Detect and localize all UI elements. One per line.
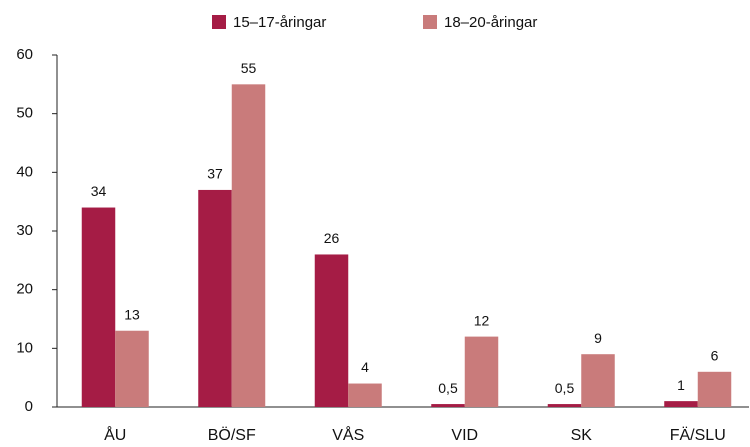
bar: [547, 404, 582, 407]
value-label: 0,5: [555, 380, 575, 396]
value-label: 13: [124, 306, 140, 322]
x-tick-label: BÖ/SF: [208, 426, 256, 444]
value-label: 12: [474, 312, 490, 328]
value-label: 26: [324, 230, 340, 246]
legend-swatch: [212, 15, 226, 29]
y-tick-label: 20: [16, 281, 33, 298]
bar: [115, 330, 149, 407]
x-tick-label: ÅU: [104, 425, 126, 444]
bar: [231, 84, 266, 407]
x-tick-label: VÅS: [332, 425, 364, 444]
bar: [348, 383, 382, 407]
x-tick-label: FÄ/SLU: [670, 426, 726, 444]
bar: [464, 336, 499, 407]
bar: [581, 354, 615, 407]
bar: [314, 254, 349, 407]
bar: [431, 404, 465, 407]
value-label: 6: [711, 348, 719, 364]
y-tick-label: 50: [16, 105, 33, 122]
bar: [81, 207, 116, 407]
value-label: 1: [677, 377, 685, 393]
bar: [664, 401, 698, 407]
legend-swatch: [423, 15, 437, 29]
y-tick-label: 10: [16, 339, 33, 356]
x-tick-label: SK: [571, 427, 593, 444]
y-tick-label: 40: [16, 163, 33, 180]
value-label: 4: [361, 359, 369, 375]
bar: [697, 371, 732, 407]
value-label: 34: [91, 183, 107, 199]
legend-label: 15–17-åringar: [233, 14, 326, 31]
y-tick-label: 30: [16, 222, 33, 239]
y-tick-label: 60: [16, 46, 33, 63]
legend-label: 18–20-åringar: [444, 14, 537, 31]
value-label: 9: [594, 330, 602, 346]
y-tick-label: 0: [25, 398, 33, 415]
value-label: 55: [241, 60, 257, 76]
bar: [198, 189, 232, 407]
value-label: 0,5: [438, 380, 458, 396]
x-tick-label: VID: [451, 427, 478, 444]
value-label: 37: [207, 166, 223, 182]
